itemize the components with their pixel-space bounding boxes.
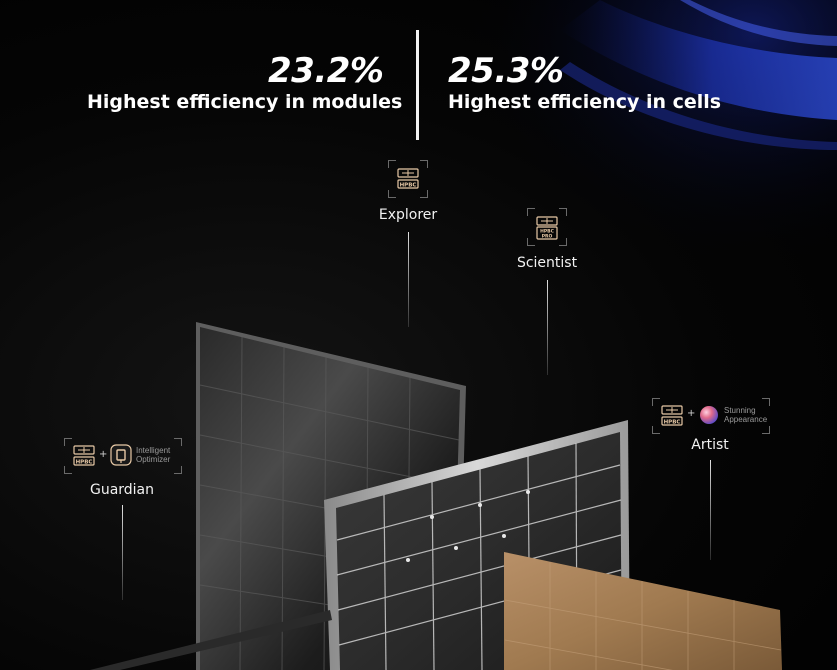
front-panel bbox=[504, 552, 782, 670]
guardian-pointer-line bbox=[122, 505, 123, 600]
explorer-name: Explorer bbox=[370, 207, 446, 223]
hpbc-pro-badge-icon: HPBC PRO bbox=[535, 215, 559, 241]
hpbc-badge-icon: HPBC bbox=[72, 444, 96, 468]
svg-text:HPBC: HPBC bbox=[664, 420, 681, 426]
guardian-feature-line2: Optimizer bbox=[136, 455, 170, 464]
artist-name: Artist bbox=[672, 437, 748, 453]
guardian-feature-line1: Intelligent bbox=[136, 446, 170, 455]
plus-sign: + bbox=[687, 408, 695, 419]
scientist-name: Scientist bbox=[508, 255, 586, 271]
explorer-badge: HPBC bbox=[388, 160, 428, 198]
hpbc-badge-icon: HPBC bbox=[396, 167, 420, 191]
svg-text:PRO: PRO bbox=[542, 234, 553, 240]
appearance-orb-icon bbox=[698, 404, 720, 426]
guardian-name: Guardian bbox=[84, 482, 160, 498]
optimizer-chip-icon bbox=[110, 444, 132, 466]
scientist-pointer-line bbox=[547, 280, 548, 375]
plus-sign: + bbox=[99, 449, 107, 460]
svg-text:HPBC: HPBC bbox=[76, 460, 93, 466]
scientist-badge: HPBC PRO bbox=[527, 208, 567, 246]
artist-pointer-line bbox=[710, 460, 711, 560]
hpbc-badge-icon: HPBC bbox=[660, 404, 684, 428]
explorer-pointer-line bbox=[408, 232, 409, 327]
svg-text:HPBC: HPBC bbox=[400, 183, 417, 189]
artist-feature-line2: Appearance bbox=[724, 415, 767, 424]
artist-badge: HPBC + Stunning Appearance bbox=[652, 398, 770, 434]
artist-feature-line1: Stunning bbox=[724, 406, 756, 415]
guardian-badge: HPBC + Intelligent Optimizer bbox=[64, 438, 182, 474]
